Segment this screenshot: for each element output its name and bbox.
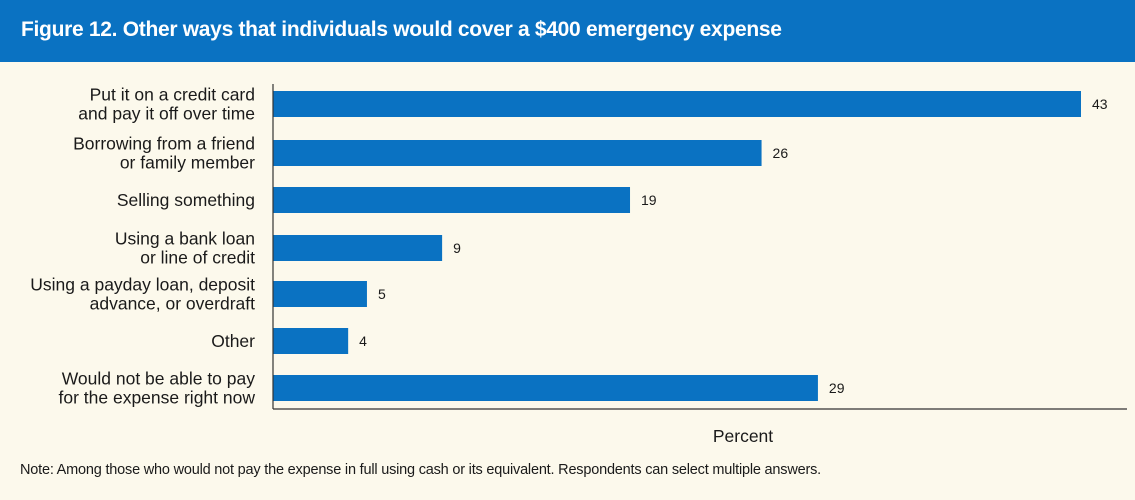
data-label: 26	[773, 145, 789, 161]
category-label: Using a payday loan, deposit	[30, 275, 255, 295]
bar	[273, 281, 367, 307]
category-label: Other	[211, 331, 255, 351]
data-label: 29	[829, 380, 845, 396]
category-label: advance, or overdraft	[90, 294, 256, 314]
category-label: or family member	[120, 153, 255, 173]
category-label: for the expense right now	[58, 388, 255, 408]
figure-header: Figure 12. Other ways that individuals w…	[0, 0, 1135, 62]
figure-title: Figure 12. Other ways that individuals w…	[21, 18, 782, 41]
bar	[273, 375, 818, 401]
category-label: Borrowing from a friend	[73, 134, 255, 154]
category-label: Using a bank loan	[115, 229, 255, 249]
bar	[273, 328, 349, 354]
category-label: Would not be able to pay	[62, 369, 256, 389]
category-label: and pay it off over time	[78, 104, 255, 124]
bar	[273, 235, 443, 261]
data-label: 9	[453, 240, 461, 256]
data-label: 43	[1092, 96, 1108, 112]
data-label: 4	[359, 333, 367, 349]
category-label: or line of credit	[140, 248, 255, 268]
x-axis-title: Percent	[713, 426, 773, 446]
data-label: 5	[378, 286, 386, 302]
category-label: Put it on a credit card	[90, 85, 255, 105]
bar	[273, 91, 1081, 117]
data-label: 19	[641, 192, 657, 208]
bar	[273, 187, 631, 213]
bar	[273, 140, 762, 166]
category-label: Selling something	[117, 190, 255, 210]
footnote: Note: Among those who would not pay the …	[20, 462, 821, 478]
